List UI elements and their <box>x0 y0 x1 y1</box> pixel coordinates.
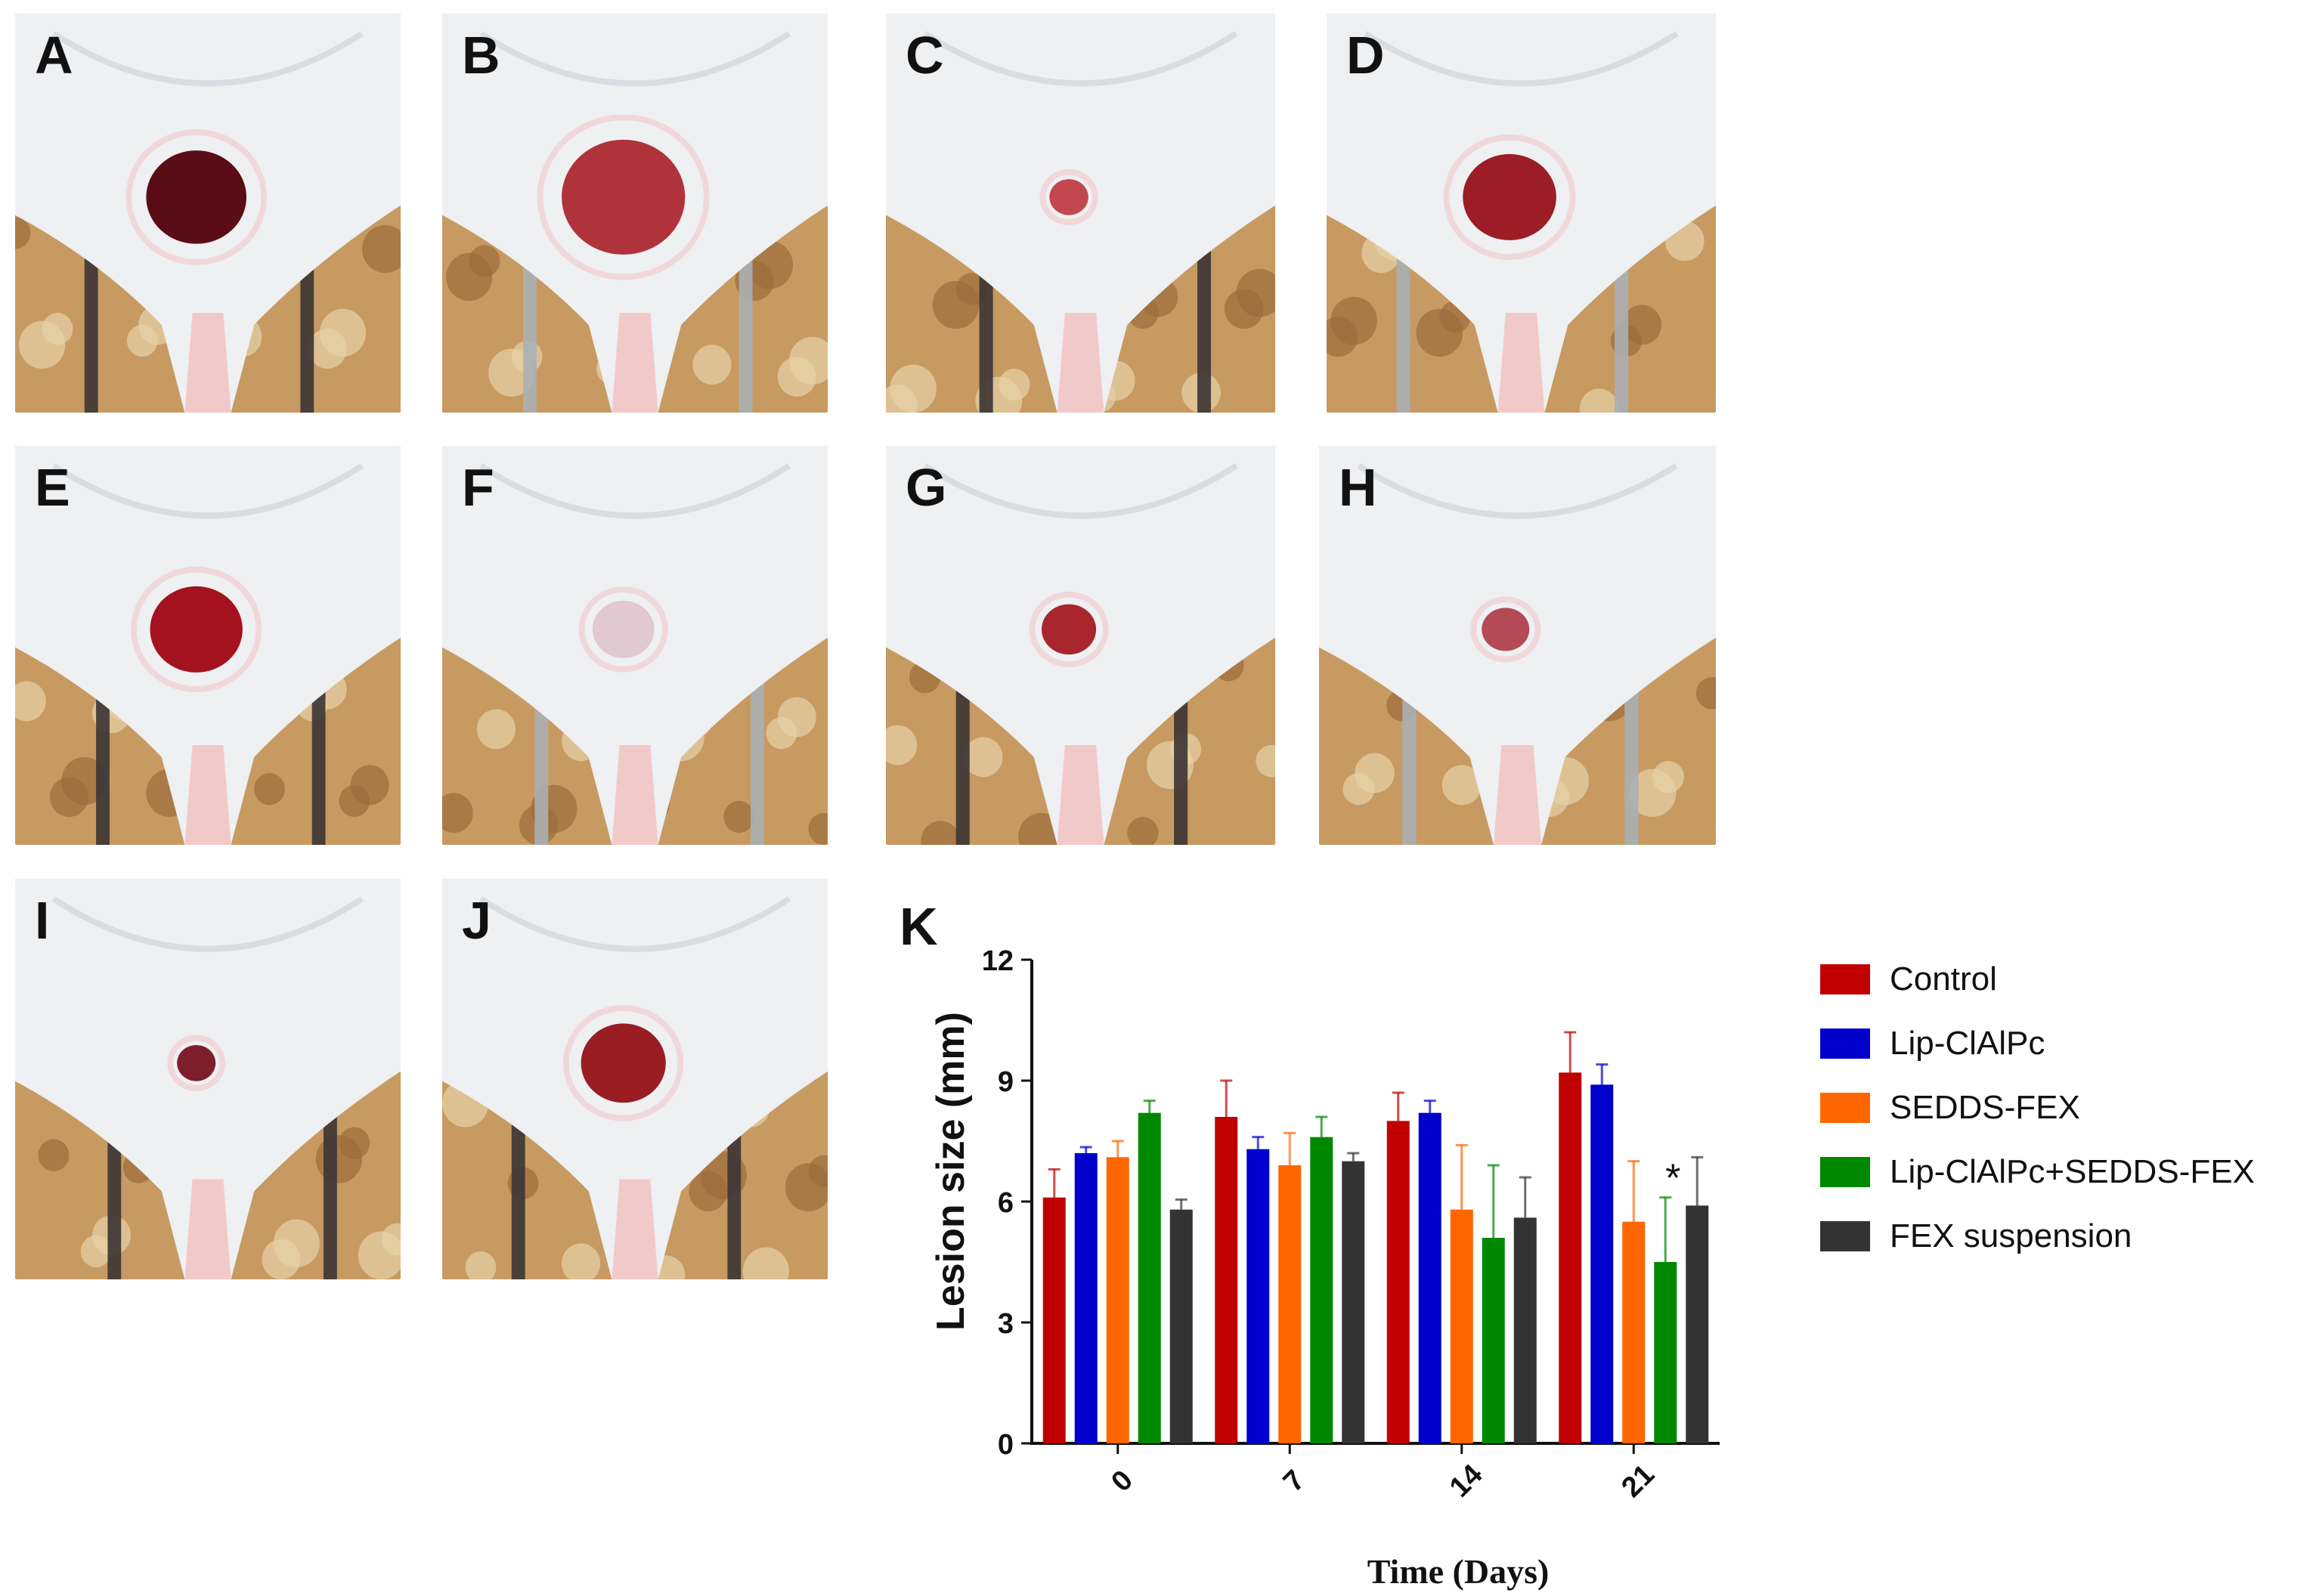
bar-fex-suspension-day-14 <box>1513 1217 1537 1443</box>
y-tick-label: 12 <box>982 945 1014 977</box>
mouse-photo-a <box>15 14 401 413</box>
legend-swatch <box>1820 964 1870 994</box>
panel-letter-e: E <box>35 458 70 517</box>
bar-lip-clalpc-sedds-fex-day-0 <box>1138 1112 1161 1443</box>
bar-control-day-7 <box>1215 1117 1238 1443</box>
mouse-photo-c <box>886 14 1275 413</box>
legend-swatch <box>1820 1157 1870 1187</box>
photo-panel-b: B <box>442 14 828 413</box>
mouse-photo-j <box>442 879 828 1279</box>
bar-lip-clalpc-sedds-fex-day-14 <box>1482 1238 1505 1443</box>
bar-lip-clalpc-sedds-fex-day-21 <box>1654 1262 1677 1443</box>
photo-panel-i: I <box>15 879 401 1279</box>
mouse-photo-f <box>442 446 828 845</box>
panel-letter-f: F <box>462 458 494 517</box>
x-tick-label: 0 <box>1105 1465 1139 1499</box>
bar-fex-suspension-day-7 <box>1342 1161 1365 1443</box>
legend-swatch <box>1820 1093 1870 1123</box>
mouse-photo-h <box>1319 446 1716 845</box>
photo-panel-d: D <box>1327 14 1716 413</box>
bar-sedds-fex-day-14 <box>1450 1209 1473 1443</box>
legend-label: FEX suspension <box>1890 1217 2132 1254</box>
legend: Control Lip-ClAlPc SEDDS-FEX Lip-ClAlPc+SED… <box>1820 960 2255 1254</box>
bar-sedds-fex-day-7 <box>1278 1165 1302 1443</box>
lesion-size-chart: K Lesion size (mm) Time (Days) 0 3 6 9 12 0 7 1… <box>884 884 2310 1592</box>
bar-control-day-0 <box>1042 1197 1066 1443</box>
legend-label: Lip-ClAlPc+SEDDS-FEX <box>1890 1153 2255 1190</box>
y-axis-title: Lesion size (mm) <box>929 1012 973 1331</box>
y-tick-label: 0 <box>998 1429 1014 1461</box>
panel-letter-g: G <box>906 458 947 517</box>
significance-asterisk: * <box>1665 1157 1680 1201</box>
bar-lip-clalpc-day-21 <box>1590 1084 1614 1443</box>
bar-lip-clalpc-day-0 <box>1074 1153 1098 1443</box>
photo-panel-e: E <box>15 446 401 845</box>
photo-panel-j: J <box>442 879 828 1279</box>
plot-area: 0 3 6 9 12 0 7 14 * 21 <box>982 945 1720 1504</box>
panel-letter-a: A <box>35 26 73 85</box>
y-tick-label: 9 <box>998 1066 1014 1098</box>
bar-fex-suspension-day-0 <box>1169 1209 1193 1443</box>
mouse-photo-e <box>15 446 401 845</box>
bar-lip-clalpc-sedds-fex-day-7 <box>1310 1137 1333 1443</box>
photo-panel-f: F <box>442 446 828 845</box>
bar-sedds-fex-day-21 <box>1622 1221 1646 1443</box>
mouse-photo-d <box>1327 14 1716 413</box>
photo-panel-h: H <box>1319 446 1716 845</box>
bar-control-day-14 <box>1386 1121 1410 1443</box>
mouse-photo-b <box>442 14 828 413</box>
y-tick-label: 3 <box>998 1308 1014 1340</box>
legend-label: SEDDS-FEX <box>1890 1089 2080 1126</box>
bar-lip-clalpc-day-7 <box>1246 1149 1270 1443</box>
chart-panel-label: K <box>900 897 938 956</box>
bar-sedds-fex-day-0 <box>1106 1157 1129 1443</box>
bar-lip-clalpc-day-14 <box>1418 1112 1441 1443</box>
x-tick-label: 7 <box>1277 1465 1311 1499</box>
photo-panel-a: A <box>15 14 401 413</box>
panel-letter-i: I <box>35 891 50 950</box>
mouse-photo-g <box>886 446 1275 845</box>
bar-fex-suspension-day-21 <box>1686 1205 1709 1443</box>
chart-svg: K Lesion size (mm) Time (Days) 0 3 6 9 12 0 7 1… <box>900 897 2255 1591</box>
bar-control-day-21 <box>1559 1072 1582 1443</box>
panel-letter-b: B <box>462 26 500 85</box>
x-tick-label: 21 <box>1615 1458 1661 1504</box>
legend-label: Lip-ClAlPc <box>1890 1025 2045 1062</box>
panel-letter-j: J <box>462 891 491 950</box>
panel-letter-d: D <box>1346 26 1385 85</box>
panel-letter-c: C <box>906 26 944 85</box>
x-axis-title: Time (Days) <box>1367 1552 1550 1591</box>
y-tick-label: 6 <box>998 1187 1014 1219</box>
photo-panel-c: C <box>886 14 1275 413</box>
mouse-photo-i <box>15 879 401 1279</box>
legend-swatch <box>1820 1221 1870 1251</box>
panel-letter-h: H <box>1339 458 1377 517</box>
photo-panel-g: G <box>886 446 1275 845</box>
x-tick-label: 14 <box>1444 1458 1489 1504</box>
legend-swatch <box>1820 1028 1870 1059</box>
legend-label: Control <box>1890 960 1997 998</box>
